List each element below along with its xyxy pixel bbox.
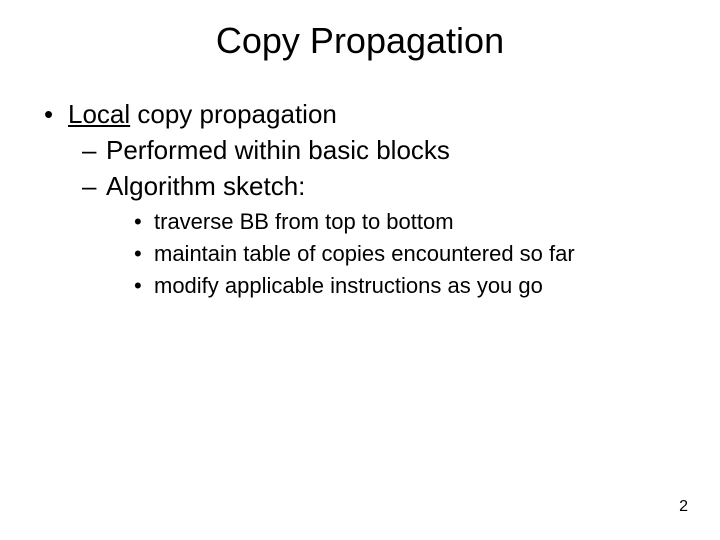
list-item: • Local copy propagation <box>42 98 690 132</box>
list-item: – Algorithm sketch: <box>82 170 690 204</box>
bullet-level-2: – Performed within basic blocks – Algori… <box>82 134 690 204</box>
list-item-text: Performed within basic blocks <box>106 134 450 168</box>
bullet-dot-icon: • <box>42 98 68 132</box>
list-item: • modify applicable instructions as you … <box>132 271 690 301</box>
bullet-dot-icon: • <box>132 239 154 269</box>
list-item-text: maintain table of copies encountered so … <box>154 239 575 269</box>
list-item-text: Algorithm sketch: <box>106 170 305 204</box>
slide-title: Copy Propagation <box>30 20 690 62</box>
list-item-text: traverse BB from top to bottom <box>154 207 454 237</box>
list-item: • traverse BB from top to bottom <box>132 207 690 237</box>
page-number: 2 <box>679 498 688 516</box>
list-item-text: Local copy propagation <box>68 98 337 132</box>
bullet-level-3: • traverse BB from top to bottom • maint… <box>132 207 690 300</box>
underlined-word: Local <box>68 99 130 129</box>
dash-icon: – <box>82 170 106 204</box>
list-item: – Performed within basic blocks <box>82 134 690 168</box>
list-item: • maintain table of copies encountered s… <box>132 239 690 269</box>
bullet-dot-icon: • <box>132 271 154 301</box>
bullet-level-1: • Local copy propagation <box>42 98 690 132</box>
slide: Copy Propagation • Local copy propagatio… <box>0 0 720 540</box>
bullet-dot-icon: • <box>132 207 154 237</box>
dash-icon: – <box>82 134 106 168</box>
rest-text: copy propagation <box>130 99 337 129</box>
list-item-text: modify applicable instructions as you go <box>154 271 543 301</box>
